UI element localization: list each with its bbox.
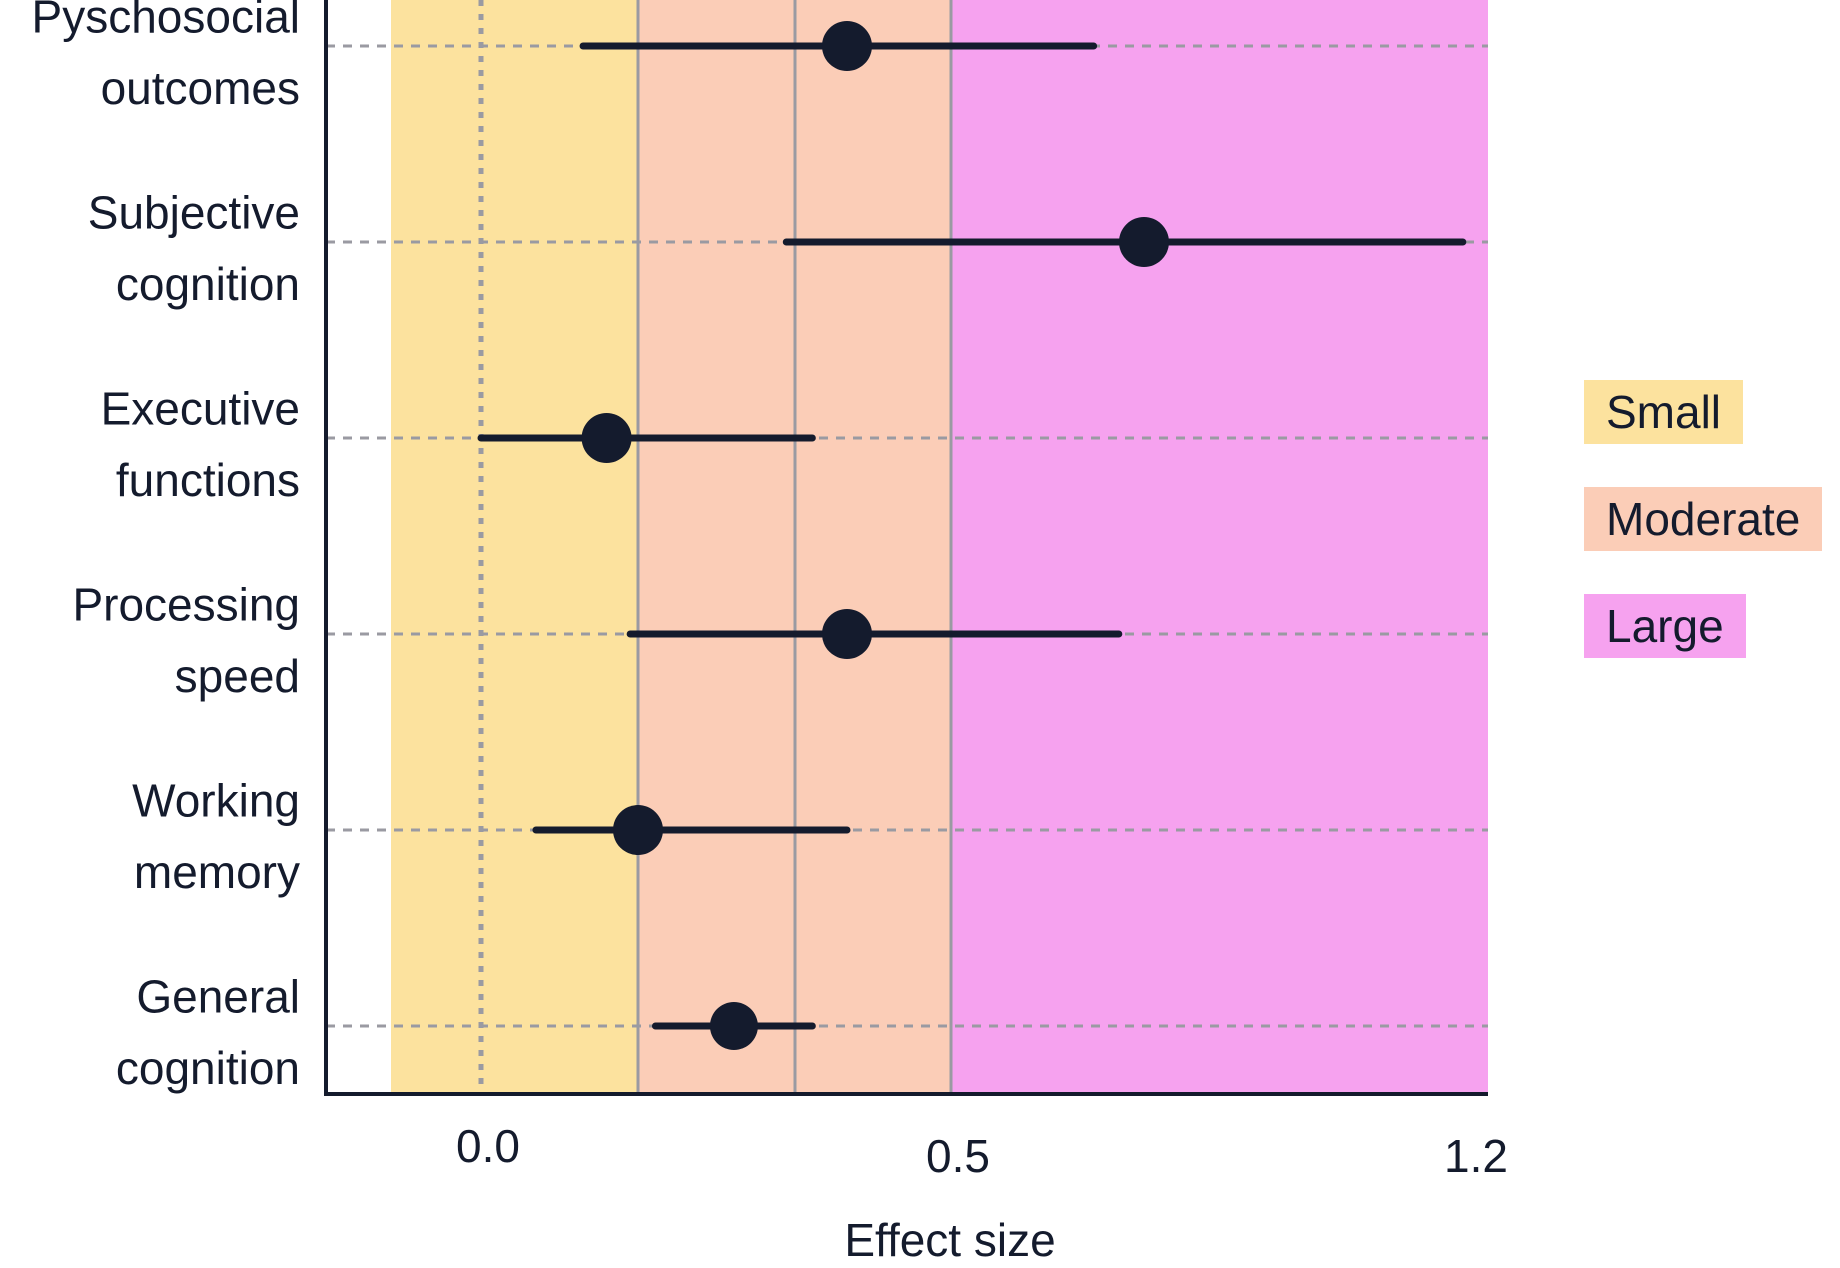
estimate-point [581, 413, 632, 463]
legend: Small Moderate Large [1584, 380, 1823, 701]
reference-lines [478, 0, 953, 1094]
category-label: Pyschosocial outcomes [32, 0, 300, 114]
category-label: Executive functions [101, 383, 300, 507]
category-labels: Pyschosocial outcomes Subjective cognition E… [32, 0, 300, 1094]
effect-size-zones [391, 0, 1488, 1094]
category-label-line: Pyschosocial [32, 0, 300, 43]
x-axis-title: Effect size [844, 1214, 1055, 1266]
legend-item-moderate: Moderate [1584, 487, 1823, 551]
category-label-line: Processing [72, 579, 300, 631]
x-tick-labels: 0.0 0.5 1.2 [456, 1120, 1508, 1182]
zone-small [391, 0, 638, 1094]
category-label-line: speed [175, 650, 300, 702]
estimates [477, 21, 1467, 1050]
category-label-line: General [136, 971, 300, 1023]
category-label-line: cognition [116, 258, 300, 310]
category-label-line: Working [132, 775, 300, 827]
category-label-line: Executive [101, 383, 300, 435]
category-label-line: Subjective [88, 187, 300, 239]
category-label: General cognition [116, 971, 300, 1095]
axes [324, 0, 1488, 1096]
x-tick-label: 0.0 [456, 1120, 520, 1172]
x-tick-label: 0.5 [926, 1130, 990, 1182]
estimate-point [1118, 217, 1169, 267]
category-label-line: outcomes [101, 62, 300, 114]
estimate-point [613, 805, 663, 855]
x-tick-label: 1.2 [1444, 1130, 1508, 1182]
legend-item-large: Large [1584, 594, 1746, 658]
estimate-point [822, 21, 872, 71]
category-label: Processing speed [72, 579, 300, 703]
category-label-line: functions [116, 454, 300, 506]
estimate-point [709, 1002, 758, 1050]
category-label: Subjective cognition [88, 187, 300, 311]
estimate-point [822, 609, 872, 659]
category-label: Working memory [132, 775, 300, 899]
category-label-line: memory [134, 846, 300, 898]
legend-item-small: Small [1584, 380, 1744, 444]
category-label-line: cognition [116, 1042, 300, 1094]
zone-large [951, 0, 1488, 1094]
